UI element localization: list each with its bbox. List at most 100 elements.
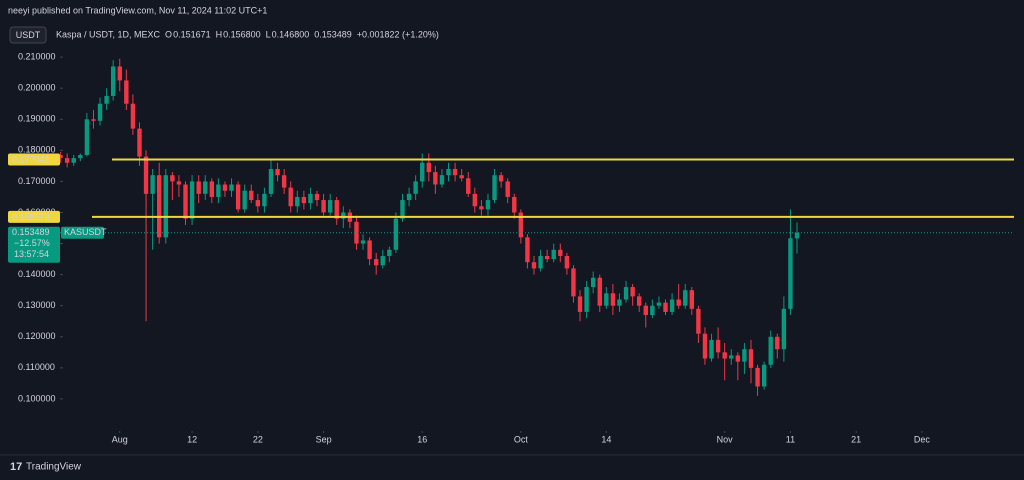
candle-body — [669, 299, 675, 312]
candle-body — [735, 355, 741, 362]
candle-body — [466, 178, 471, 194]
candle-body — [308, 193, 313, 204]
candle-body — [216, 184, 221, 197]
candle-body — [689, 290, 695, 309]
candle-body — [617, 299, 622, 306]
candle-body — [117, 66, 122, 81]
candle-body — [656, 302, 662, 306]
candle-body — [531, 262, 537, 269]
candle-body — [650, 305, 655, 316]
candle-body — [275, 168, 280, 176]
candle-body — [446, 168, 451, 176]
candle-body — [794, 232, 800, 239]
candle-body — [518, 212, 524, 238]
candle-body — [222, 184, 228, 191]
candle-body — [124, 80, 129, 104]
candle-body — [341, 212, 346, 219]
level-badge — [8, 210, 60, 223]
y-tick-label: 0.180000 — [18, 145, 56, 155]
currency-button[interactable] — [9, 26, 47, 44]
currency-button-label[interactable]: USDT — [16, 30, 41, 40]
candle-body — [748, 349, 754, 368]
candle-body — [354, 221, 359, 244]
candle-body — [229, 184, 234, 191]
symbol-label: KASUSDT — [64, 227, 107, 237]
candle-body — [71, 158, 76, 163]
candle-body — [709, 339, 714, 359]
candle-body — [380, 255, 385, 266]
candle-body — [97, 103, 103, 121]
candle-body — [268, 168, 274, 194]
y-tick-label: 0.140000 — [18, 269, 56, 279]
candle-body — [163, 175, 168, 238]
x-tick-label: 21 — [851, 434, 861, 444]
candle-body — [327, 200, 333, 213]
candle-body — [775, 336, 780, 350]
x-tick-label: 11 — [786, 434, 795, 444]
candle-body — [235, 184, 241, 210]
candle-body — [170, 175, 175, 182]
candle-body — [360, 240, 366, 244]
x-tick-label: 12 — [187, 434, 197, 444]
candle-body — [281, 175, 287, 188]
price-change: −12.57% — [14, 238, 50, 248]
legend-close: 0.153489 — [314, 29, 352, 39]
candle-body — [597, 277, 602, 306]
y-tick-label: 0.210000 — [18, 51, 56, 61]
candle-body — [413, 181, 418, 194]
x-tick-label: 16 — [417, 434, 427, 444]
candle-body — [715, 339, 721, 353]
x-tick-label: Aug — [112, 434, 128, 444]
legend-open: 0.151671 — [173, 29, 211, 39]
candle-body — [558, 249, 563, 256]
candle-body — [373, 259, 379, 266]
candle-body — [663, 302, 668, 312]
x-tick-label: Oct — [514, 434, 529, 444]
candle-body — [676, 299, 681, 306]
candle-body — [479, 206, 484, 210]
brand: TradingView — [26, 462, 82, 473]
candle-body — [696, 308, 701, 334]
candle-body — [393, 218, 399, 250]
candle-body — [761, 364, 767, 387]
candle-body — [255, 200, 261, 207]
candle-body — [183, 184, 188, 219]
legend-low-key: L — [266, 29, 271, 39]
candle-body — [577, 296, 583, 312]
candle-body — [498, 175, 504, 182]
candle-body — [768, 336, 773, 365]
candle-body — [722, 352, 727, 359]
candle-body — [610, 293, 616, 306]
candle-body — [683, 290, 688, 306]
candle-body — [58, 155, 63, 159]
candle-body — [189, 181, 195, 219]
symbol-badge — [61, 226, 104, 239]
candle-body — [262, 193, 267, 207]
candle-body — [492, 175, 497, 201]
candle-body — [505, 181, 510, 197]
candle-body — [590, 277, 596, 288]
legend-low: 0.146800 — [272, 29, 310, 39]
price-badge — [8, 226, 60, 263]
level-badge — [8, 153, 60, 166]
publish-info: neeyi published on TradingView.com, Nov … — [8, 5, 267, 15]
candle-body — [788, 238, 793, 309]
candle-body — [472, 193, 478, 207]
y-tick-label: 0.100000 — [18, 393, 56, 403]
candle-body — [249, 190, 254, 201]
candle-body — [143, 156, 149, 194]
candle-body — [426, 162, 431, 173]
candle-body — [452, 168, 458, 176]
y-tick-label: 0.190000 — [18, 114, 56, 124]
candle-body — [400, 200, 405, 219]
candle-body — [84, 119, 90, 155]
level-label: 0.177041 — [12, 154, 50, 164]
candle-body — [544, 255, 550, 260]
candle-body — [571, 268, 576, 297]
candle-body — [196, 181, 201, 194]
candle-body — [551, 249, 556, 260]
candle-body — [630, 287, 635, 297]
candle-body — [433, 172, 438, 185]
candle-body — [406, 193, 412, 201]
